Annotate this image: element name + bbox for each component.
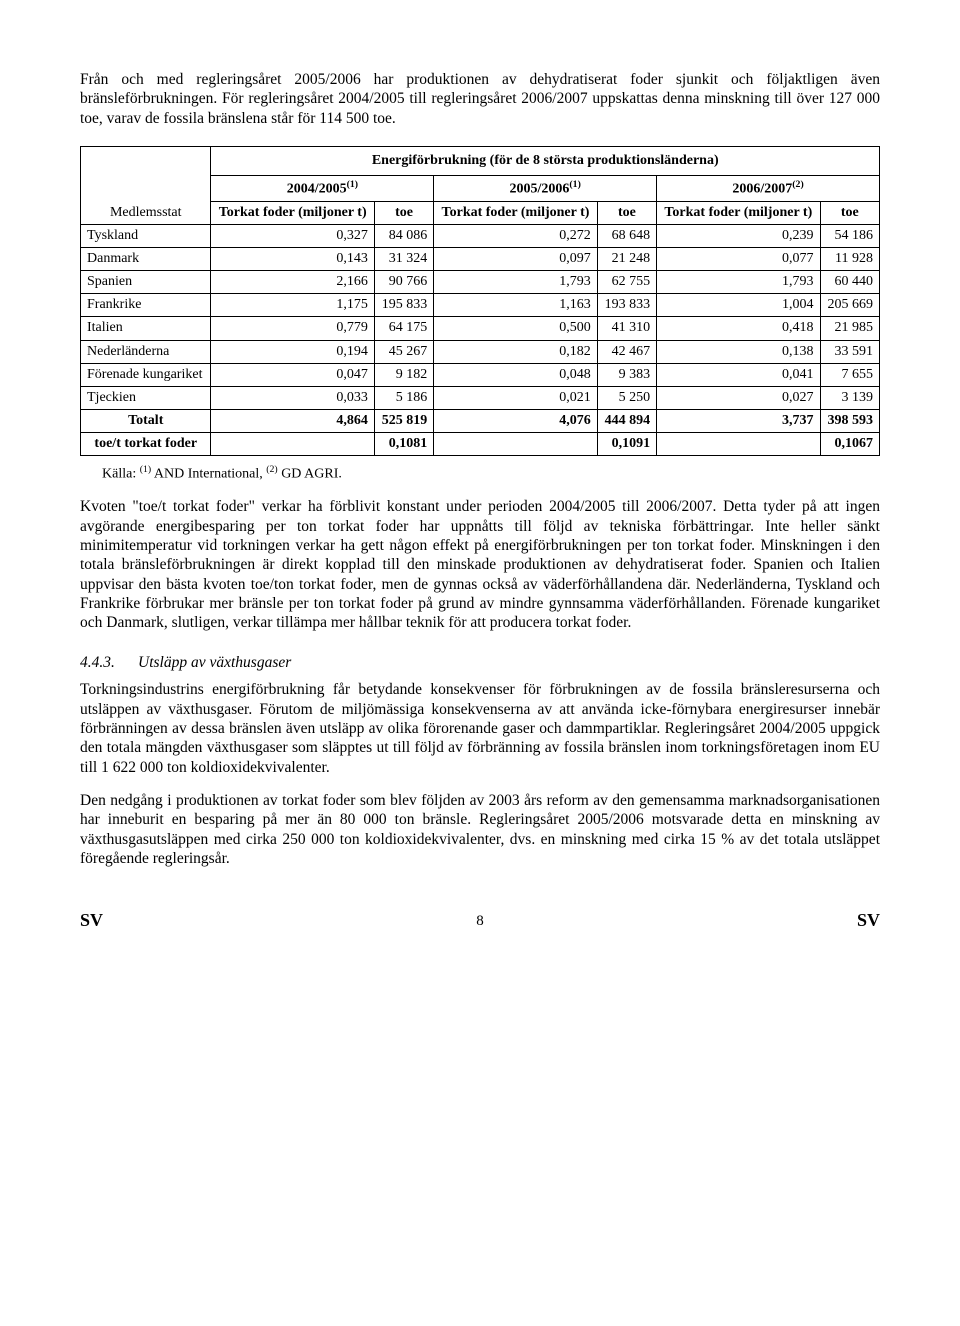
data-cell: 0,097	[434, 248, 597, 271]
table-row: Danmark0,14331 3240,09721 2480,07711 928	[81, 248, 880, 271]
table-row: Tjeckien0,0335 1860,0215 2500,0273 139	[81, 386, 880, 409]
data-cell: 1,004	[657, 294, 820, 317]
data-cell: 33 591	[820, 340, 879, 363]
ratio-cell: 0,1081	[374, 432, 433, 455]
data-cell: 90 766	[374, 271, 433, 294]
sub-tf-2: Torkat foder (miljoner t)	[657, 201, 820, 224]
data-cell: 0,033	[211, 386, 374, 409]
data-cell: 0,418	[657, 317, 820, 340]
data-cell: 41 310	[597, 317, 656, 340]
analysis-paragraph: Kvoten "toe/t torkat foder" verkar ha fö…	[80, 497, 880, 633]
data-cell: 0,021	[434, 386, 597, 409]
data-cell: 0,272	[434, 225, 597, 248]
table-source: Källa: (1) AND International, (2) GD AGR…	[102, 464, 880, 483]
total-cell: 444 894	[597, 409, 656, 432]
row-name: Tjeckien	[81, 386, 211, 409]
data-cell: 0,027	[657, 386, 820, 409]
energy-table: Medlemsstat Energiförbrukning (för de 8 …	[80, 146, 880, 456]
total-row-label: Totalt	[81, 409, 211, 432]
data-cell: 45 267	[374, 340, 433, 363]
ghg-paragraph-1: Torkningsindustrins energiförbrukning få…	[80, 680, 880, 777]
sub-toe-2: toe	[820, 201, 879, 224]
data-cell: 68 648	[597, 225, 656, 248]
data-cell: 0,047	[211, 363, 374, 386]
data-cell: 7 655	[820, 363, 879, 386]
data-cell: 62 755	[597, 271, 656, 294]
row-name: Förenade kungariket	[81, 363, 211, 386]
total-cell: 525 819	[374, 409, 433, 432]
data-cell: 0,327	[211, 225, 374, 248]
data-cell: 5 250	[597, 386, 656, 409]
data-cell: 195 833	[374, 294, 433, 317]
data-cell: 193 833	[597, 294, 656, 317]
data-cell: 3 139	[820, 386, 879, 409]
table-row: Tyskland0,32784 0860,27268 6480,23954 18…	[81, 225, 880, 248]
data-cell: 9 383	[597, 363, 656, 386]
data-cell: 1,163	[434, 294, 597, 317]
total-cell: 4,076	[434, 409, 597, 432]
ratio-cell: 0,1091	[597, 432, 656, 455]
data-cell: 0,194	[211, 340, 374, 363]
data-cell: 1,793	[657, 271, 820, 294]
data-cell: 11 928	[820, 248, 879, 271]
data-cell: 5 186	[374, 386, 433, 409]
data-cell: 2,166	[211, 271, 374, 294]
data-cell: 21 248	[597, 248, 656, 271]
data-cell: 31 324	[374, 248, 433, 271]
sub-tf-1: Torkat foder (miljoner t)	[434, 201, 597, 224]
total-cell: 4,864	[211, 409, 374, 432]
footer-left: SV	[80, 909, 103, 932]
data-cell: 0,077	[657, 248, 820, 271]
data-cell: 84 086	[374, 225, 433, 248]
data-cell: 0,138	[657, 340, 820, 363]
table-title: Energiförbrukning (för de 8 största prod…	[211, 147, 880, 176]
data-cell: 42 467	[597, 340, 656, 363]
data-cell: 0,779	[211, 317, 374, 340]
data-cell: 21 985	[820, 317, 879, 340]
ratio-row-label: toe/t torkat foder	[81, 432, 211, 455]
table-row: Italien0,77964 1750,50041 3100,41821 985	[81, 317, 880, 340]
page-footer: SV 8 SV	[80, 909, 880, 932]
page-number: 8	[476, 912, 484, 931]
table-row: Spanien2,16690 7661,79362 7551,79360 440	[81, 271, 880, 294]
year-header-2: 2006/2007(2)	[657, 176, 880, 202]
data-cell: 205 669	[820, 294, 879, 317]
section-heading: 4.4.3.Utsläpp av växthusgaser	[80, 653, 880, 672]
table-row: Nederländerna0,19445 2670,18242 4670,138…	[81, 340, 880, 363]
data-cell: 0,500	[434, 317, 597, 340]
member-state-header: Medlemsstat	[81, 147, 211, 225]
data-cell: 1,793	[434, 271, 597, 294]
data-cell: 0,048	[434, 363, 597, 386]
data-cell: 60 440	[820, 271, 879, 294]
sub-toe-1: toe	[597, 201, 656, 224]
row-name: Danmark	[81, 248, 211, 271]
ratio-cell: 0,1067	[820, 432, 879, 455]
row-name: Spanien	[81, 271, 211, 294]
data-cell: 0,041	[657, 363, 820, 386]
data-cell: 0,182	[434, 340, 597, 363]
footer-right: SV	[857, 909, 880, 932]
table-row: Förenade kungariket0,0479 1820,0489 3830…	[81, 363, 880, 386]
total-cell: 3,737	[657, 409, 820, 432]
data-cell: 0,143	[211, 248, 374, 271]
sub-toe-0: toe	[374, 201, 433, 224]
intro-paragraph: Från och med regleringsåret 2005/2006 ha…	[80, 70, 880, 128]
data-cell: 1,175	[211, 294, 374, 317]
ghg-paragraph-2: Den nedgång i produktionen av torkat fod…	[80, 791, 880, 869]
row-name: Nederländerna	[81, 340, 211, 363]
year-header-1: 2005/2006(1)	[434, 176, 657, 202]
sub-tf-0: Torkat foder (miljoner t)	[211, 201, 374, 224]
row-name: Italien	[81, 317, 211, 340]
row-name: Tyskland	[81, 225, 211, 248]
total-cell: 398 593	[820, 409, 879, 432]
table-row: Frankrike1,175195 8331,163193 8331,00420…	[81, 294, 880, 317]
data-cell: 0,239	[657, 225, 820, 248]
data-cell: 54 186	[820, 225, 879, 248]
row-name: Frankrike	[81, 294, 211, 317]
data-cell: 64 175	[374, 317, 433, 340]
data-cell: 9 182	[374, 363, 433, 386]
year-header-0: 2004/2005(1)	[211, 176, 434, 202]
